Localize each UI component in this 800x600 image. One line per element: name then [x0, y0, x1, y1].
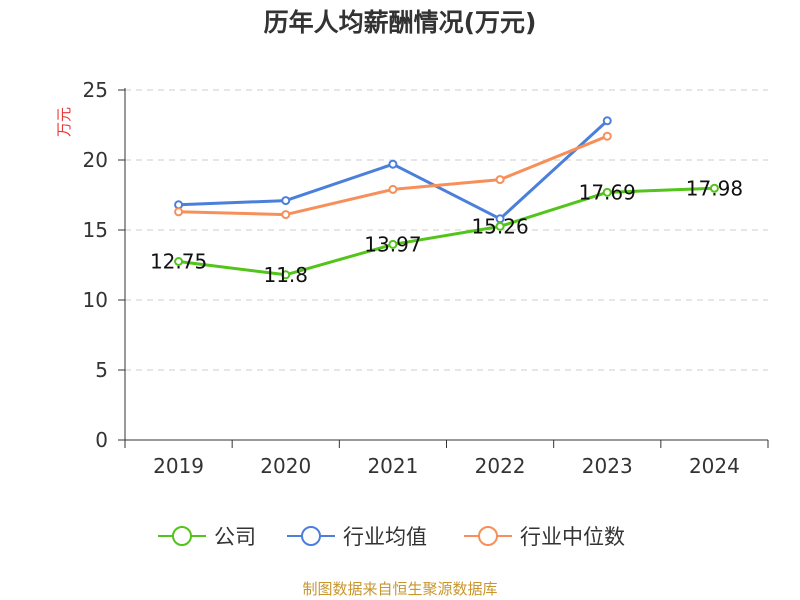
- data-source-note: 制图数据来自恒生聚源数据库: [302, 580, 498, 598]
- legend-label-company: 公司: [214, 525, 256, 549]
- data-label: 15.26: [471, 214, 528, 238]
- x-tick-label: 2021: [367, 454, 418, 478]
- data-label: 13.97: [364, 232, 421, 256]
- series-line: [178, 119, 609, 221]
- legend-item-company[interactable]: 公司: [158, 521, 256, 551]
- data-point[interactable]: [495, 175, 505, 185]
- data-points: [174, 116, 719, 280]
- axes: 0 5 10 15 20 25 2019 2020 2021 2022 2023 2024 万元: [55, 78, 769, 478]
- data-point[interactable]: [388, 239, 398, 249]
- data-label: 17.98: [686, 176, 743, 200]
- legend-label-industry-average: 行业均值: [343, 525, 427, 549]
- y-tick-label: 10: [83, 288, 108, 312]
- data-point[interactable]: [602, 116, 612, 126]
- x-tick-label: 2020: [260, 454, 311, 478]
- y-tick-label: 15: [83, 218, 108, 242]
- x-tick-label: 2024: [689, 454, 740, 478]
- data-point[interactable]: [281, 196, 291, 206]
- gridlines: [125, 89, 768, 371]
- data-point[interactable]: [174, 257, 184, 266]
- data-point[interactable]: [602, 131, 612, 141]
- legend-item-industry-average[interactable]: 行业均值: [287, 521, 427, 551]
- data-point[interactable]: [388, 184, 398, 194]
- x-tick-label: 2019: [153, 454, 204, 478]
- y-tick-label: 20: [83, 148, 108, 172]
- data-point[interactable]: [388, 159, 398, 169]
- legend-marker-industry-median-icon: [464, 526, 512, 546]
- data-point[interactable]: [495, 221, 505, 231]
- data-labels: 12.75 11.8 13.97 15.26 17.69 17.98: [150, 176, 743, 287]
- legend-item-industry-median[interactable]: 行业中位数: [464, 521, 625, 551]
- y-tick-label: 5: [95, 358, 108, 382]
- series-line: [178, 186, 715, 277]
- y-axis-title: 万元: [55, 107, 73, 137]
- x-tick-label: 2022: [475, 454, 526, 478]
- x-tick-label: 2023: [582, 454, 633, 478]
- y-tick-label: 25: [83, 78, 108, 102]
- legend-marker-company-icon: [158, 526, 206, 546]
- data-point[interactable]: [602, 187, 612, 197]
- data-label: 11.8: [263, 263, 308, 287]
- data-point[interactable]: [281, 210, 291, 220]
- chart-title: 历年人均薪酬情况(万元): [263, 8, 537, 37]
- data-label: 17.69: [579, 180, 636, 204]
- y-tick-label: 0: [95, 428, 108, 452]
- legend-label-industry-median: 行业中位数: [520, 525, 625, 549]
- legend-marker-industry-average-icon: [287, 526, 335, 546]
- data-point[interactable]: [174, 200, 184, 210]
- data-point[interactable]: [281, 270, 291, 280]
- data-label: 12.75: [150, 250, 207, 274]
- data-point[interactable]: [709, 183, 719, 193]
- data-point[interactable]: [174, 207, 184, 217]
